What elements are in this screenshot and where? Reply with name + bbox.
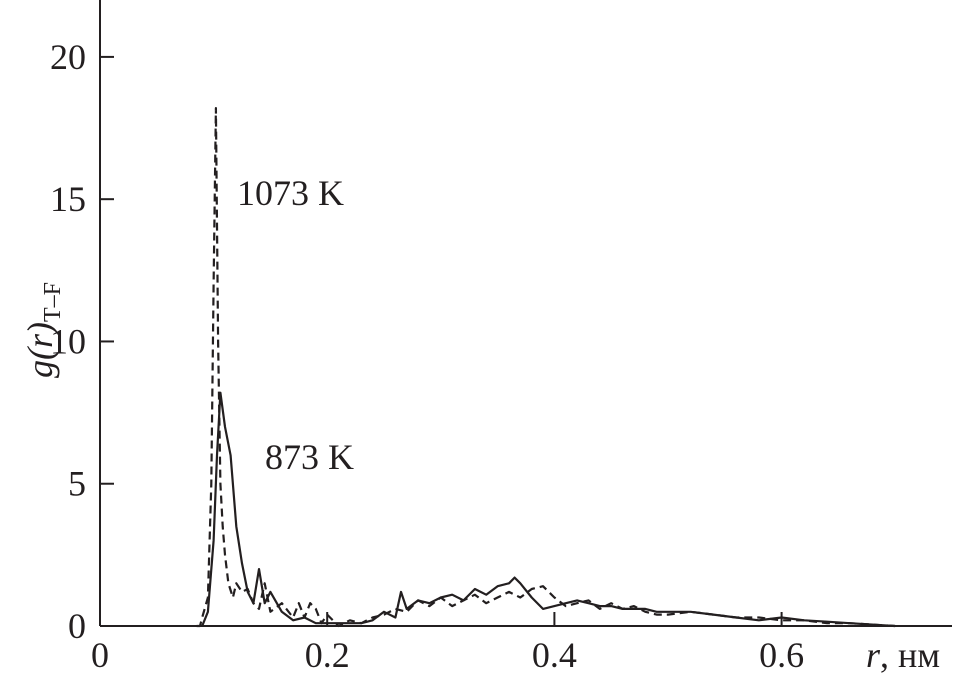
series-line <box>201 391 896 628</box>
y-tick-label: 20 <box>50 37 86 77</box>
y-label-main: g(r) <box>20 322 60 378</box>
x-tick-label: 0.2 <box>305 635 350 675</box>
series-line <box>196 107 896 628</box>
x-tick-label: 0.4 <box>532 635 577 675</box>
x-tick-label: 0.6 <box>759 635 804 675</box>
series-label: 1073 K <box>237 173 344 213</box>
y-axis-label: g(r)T–F <box>20 282 66 378</box>
x-label-main: r <box>866 635 881 675</box>
series-label: 873 K <box>265 437 354 477</box>
y-label-subscript: T–F <box>40 282 66 322</box>
y-tick-label: 0 <box>68 606 86 646</box>
x-tick-label: 0 <box>91 635 109 675</box>
y-tick-label: 10 <box>50 321 86 361</box>
y-tick-label: 15 <box>50 179 86 219</box>
y-tick-label: 5 <box>68 464 86 504</box>
x-label-unit: , нм <box>880 635 940 675</box>
x-axis-label: r, нм <box>866 635 940 675</box>
